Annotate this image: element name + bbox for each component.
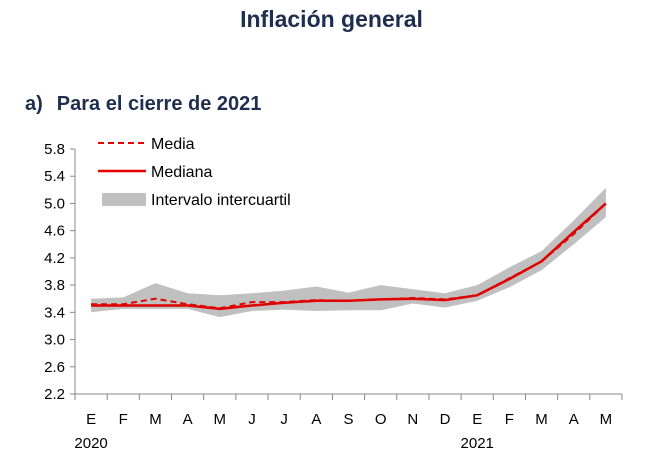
series-mediana-line xyxy=(91,202,607,311)
x-tick-label: M xyxy=(600,411,613,428)
x-tick-label: A xyxy=(311,411,321,428)
subtitle-letter: a) xyxy=(25,93,43,115)
legend-mediana-label: Mediana xyxy=(151,164,212,181)
legend-intervalo-swatch xyxy=(102,193,146,206)
y-tick-label: 4.6 xyxy=(44,223,65,240)
y-tick-label: 4.2 xyxy=(44,250,65,267)
subtitle-text: Para el cierre de 2021 xyxy=(56,93,262,115)
y-tick-label: 3.8 xyxy=(44,277,65,294)
y-tick-label: 3.4 xyxy=(44,304,65,321)
legend-media-label: Media xyxy=(151,136,195,153)
legend: Media Mediana Intervalo intercuartil xyxy=(98,136,291,209)
x-tick-label: A xyxy=(569,411,579,428)
x-tick-label: E xyxy=(472,411,482,428)
x-tick-label: F xyxy=(119,411,128,428)
x-tick-label: D xyxy=(440,411,451,428)
legend-intervalo-label: Intervalo intercuartil xyxy=(151,192,291,209)
chart-title: Inflación general xyxy=(240,6,423,32)
y-tick-label: 5.4 xyxy=(44,168,65,185)
x-tick-label: S xyxy=(343,411,353,428)
y-tick-label: 3.0 xyxy=(44,332,65,349)
y-tick-label: 2.2 xyxy=(44,386,65,403)
x-tick-label: O xyxy=(375,411,387,428)
x-tick-label: A xyxy=(183,411,193,428)
x-tick-label: F xyxy=(505,411,514,428)
y-tick-label: 5.8 xyxy=(44,141,65,158)
x-tick-label: J xyxy=(280,411,288,428)
interquartile-band xyxy=(91,187,606,318)
x-tick-label: M xyxy=(214,411,227,428)
x-tick-label: M xyxy=(149,411,162,428)
x-year-label: 2021 xyxy=(461,435,494,452)
x-tick-label: N xyxy=(407,411,418,428)
x-tick-label: E xyxy=(86,411,96,428)
y-tick-label: 2.6 xyxy=(44,359,65,376)
y-tick-label: 5.0 xyxy=(44,195,65,212)
x-tick-label: J xyxy=(248,411,256,428)
chart-subtitle: a) Para el cierre de 2021 xyxy=(25,93,261,116)
x-tick-label: M xyxy=(535,411,548,428)
x-year-label: 2020 xyxy=(74,435,107,452)
